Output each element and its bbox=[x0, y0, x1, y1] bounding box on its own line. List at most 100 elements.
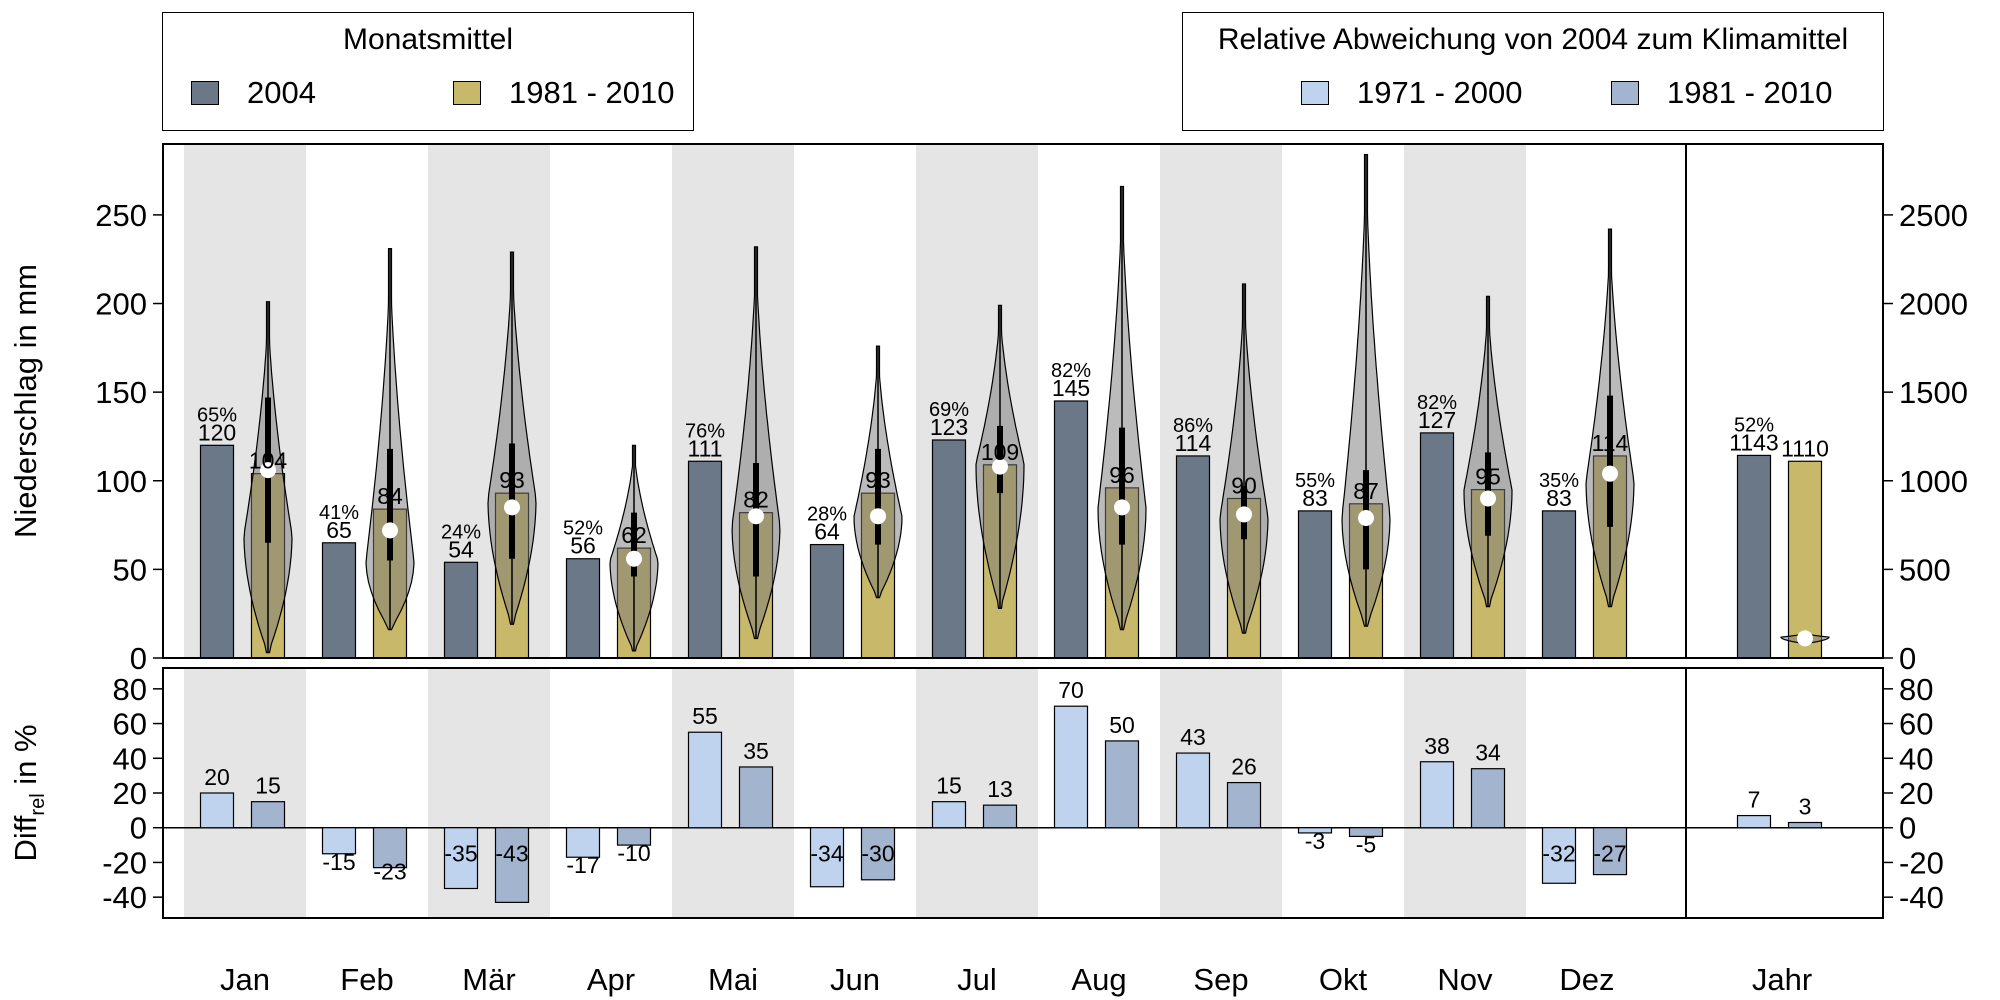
y-tick-label-right-bottom: 40 bbox=[1899, 741, 1933, 776]
y-tick-label-right: 1000 bbox=[1899, 464, 1968, 499]
deviation-value-label: -27 bbox=[1593, 841, 1626, 867]
violin-median-dot bbox=[870, 508, 886, 525]
percent-label: 24% bbox=[441, 521, 481, 543]
x-category-label: Feb bbox=[340, 962, 393, 997]
bar-2004 bbox=[199, 444, 235, 659]
bar-2004 bbox=[1297, 510, 1333, 659]
bar-climate-mean bbox=[1787, 460, 1823, 659]
y-tick-label-left-bottom: 20 bbox=[113, 776, 147, 811]
deviation-value-label: 7 bbox=[1748, 787, 1761, 813]
deviation-value-label: 26 bbox=[1231, 754, 1257, 780]
x-category-label: Jahr bbox=[1752, 962, 1812, 997]
value-label-climate-mean: 82 bbox=[743, 487, 769, 513]
percent-label: 82% bbox=[1051, 360, 1091, 382]
x-category-label: Mai bbox=[708, 962, 758, 997]
y-tick-label-left: 250 bbox=[95, 198, 147, 233]
value-label-climate-mean: 114 bbox=[1592, 430, 1629, 456]
value-label-2004: 114 bbox=[1175, 430, 1212, 456]
bar-deviation-1971-2000 bbox=[809, 827, 845, 888]
bar-deviation-1981-2010 bbox=[494, 827, 530, 903]
y-tick-label-left: 0 bbox=[130, 641, 147, 676]
violin-median-dot bbox=[1114, 499, 1130, 516]
x-category-label: Jan bbox=[220, 962, 270, 997]
legend-label-2004: 2004 bbox=[247, 75, 316, 110]
y-axis-label-top: Niederschlag in mm bbox=[8, 264, 43, 538]
percent-label: 76% bbox=[685, 420, 725, 442]
value-label-climate-mean: 95 bbox=[1475, 464, 1501, 490]
bar-deviation-1971-2000 bbox=[199, 792, 235, 829]
legend-swatch-1981-2010 bbox=[1611, 81, 1639, 105]
legend-item-1971-2000: 1971 - 2000 bbox=[1301, 75, 1522, 111]
violin-median-dot bbox=[382, 522, 398, 539]
y-tick-label-left: 150 bbox=[95, 375, 147, 410]
violin-median-dot bbox=[504, 499, 520, 516]
percent-label: 52% bbox=[1734, 414, 1774, 436]
bar-deviation-1971-2000 bbox=[1175, 752, 1211, 829]
bar-deviation-1971-2000 bbox=[687, 731, 723, 829]
y-tick-label-right: 0 bbox=[1899, 641, 1916, 676]
violin-median-dot bbox=[992, 458, 1008, 475]
deviation-value-label: -35 bbox=[444, 841, 477, 867]
deviation-value-label: -43 bbox=[495, 841, 528, 867]
bar-deviation-1981-2010 bbox=[250, 801, 286, 829]
deviation-value-label: 55 bbox=[692, 703, 718, 729]
bar-deviation-1971-2000 bbox=[1541, 827, 1577, 884]
deviation-value-label: 50 bbox=[1109, 712, 1135, 738]
deviation-value-label: 70 bbox=[1058, 677, 1084, 703]
percent-label: 65% bbox=[197, 404, 237, 426]
legend-deviation: Relative Abweichung von 2004 zum Klimami… bbox=[1182, 12, 1884, 131]
value-label-2004: 65 bbox=[326, 517, 352, 543]
percent-label: 86% bbox=[1173, 415, 1213, 437]
legend-deviation-title: Relative Abweichung von 2004 zum Klimami… bbox=[1217, 23, 1849, 56]
y-axis-label-bottom: Diffrel in % bbox=[8, 724, 49, 861]
value-label-2004: 83 bbox=[1546, 485, 1572, 511]
y-tick-label-right-bottom: -20 bbox=[1899, 845, 1944, 880]
y-tick-label-right-bottom: -40 bbox=[1899, 880, 1944, 915]
month-shade-bottom bbox=[916, 668, 1038, 918]
deviation-value-label: -32 bbox=[1542, 841, 1575, 867]
legend-swatch-2004 bbox=[191, 81, 219, 105]
bar-2004 bbox=[1541, 510, 1577, 659]
value-label-climate-mean: 93 bbox=[865, 467, 891, 493]
percent-label: 55% bbox=[1295, 470, 1335, 492]
bar-2004 bbox=[809, 543, 845, 659]
deviation-value-label: 13 bbox=[987, 776, 1013, 802]
value-label-climate-mean: 90 bbox=[1231, 472, 1257, 498]
bar-2004 bbox=[1175, 455, 1211, 659]
deviation-value-label: 15 bbox=[936, 773, 962, 799]
y-tick-label-right: 2000 bbox=[1899, 287, 1968, 322]
bar-2004 bbox=[565, 558, 601, 659]
bar-deviation-1971-2000 bbox=[1053, 705, 1089, 829]
bar-deviation-1981-2010 bbox=[1348, 827, 1384, 838]
value-label-climate-mean: 84 bbox=[377, 483, 403, 509]
value-label-2004: 83 bbox=[1302, 485, 1328, 511]
y-tick-label-right-bottom: 80 bbox=[1899, 672, 1933, 707]
percent-label: 35% bbox=[1539, 470, 1579, 492]
value-label-climate-mean: 1110 bbox=[1781, 435, 1829, 461]
bar-deviation-1971-2000 bbox=[565, 827, 601, 858]
bar-2004 bbox=[931, 439, 967, 659]
legend-monthly-title: Monatsmittel bbox=[342, 23, 514, 56]
value-label-climate-mean: 104 bbox=[249, 448, 288, 474]
bar-deviation-1981-2010 bbox=[616, 827, 652, 846]
value-label-climate-mean: 87 bbox=[1353, 478, 1379, 504]
percent-label: 41% bbox=[319, 502, 359, 524]
y-tick-label-right: 500 bbox=[1899, 552, 1951, 587]
x-category-label: Mär bbox=[462, 962, 515, 997]
value-label-2004: 1143 bbox=[1729, 429, 1778, 455]
legend-swatch-1971-2000 bbox=[1301, 81, 1329, 105]
deviation-value-label: -5 bbox=[1356, 831, 1376, 857]
bar-deviation-1981-2010 bbox=[738, 766, 774, 829]
bar-deviation-1971-2000 bbox=[931, 801, 967, 829]
deviation-value-label: -34 bbox=[810, 841, 843, 867]
legend-monthly: Monatsmittel 2004 1981 - 2010 bbox=[162, 12, 694, 131]
percent-label: 52% bbox=[563, 518, 603, 540]
deviation-value-label: -30 bbox=[861, 841, 894, 867]
x-category-label: Apr bbox=[587, 962, 635, 997]
bar-deviation-1971-2000 bbox=[443, 827, 479, 890]
y-tick-label-right: 1500 bbox=[1899, 375, 1968, 410]
plot-frame-top bbox=[162, 143, 1884, 659]
y-tick-label-right-bottom: 20 bbox=[1899, 776, 1933, 811]
value-label-2004: 56 bbox=[570, 533, 596, 559]
y-tick-label-left-bottom: 40 bbox=[113, 741, 147, 776]
